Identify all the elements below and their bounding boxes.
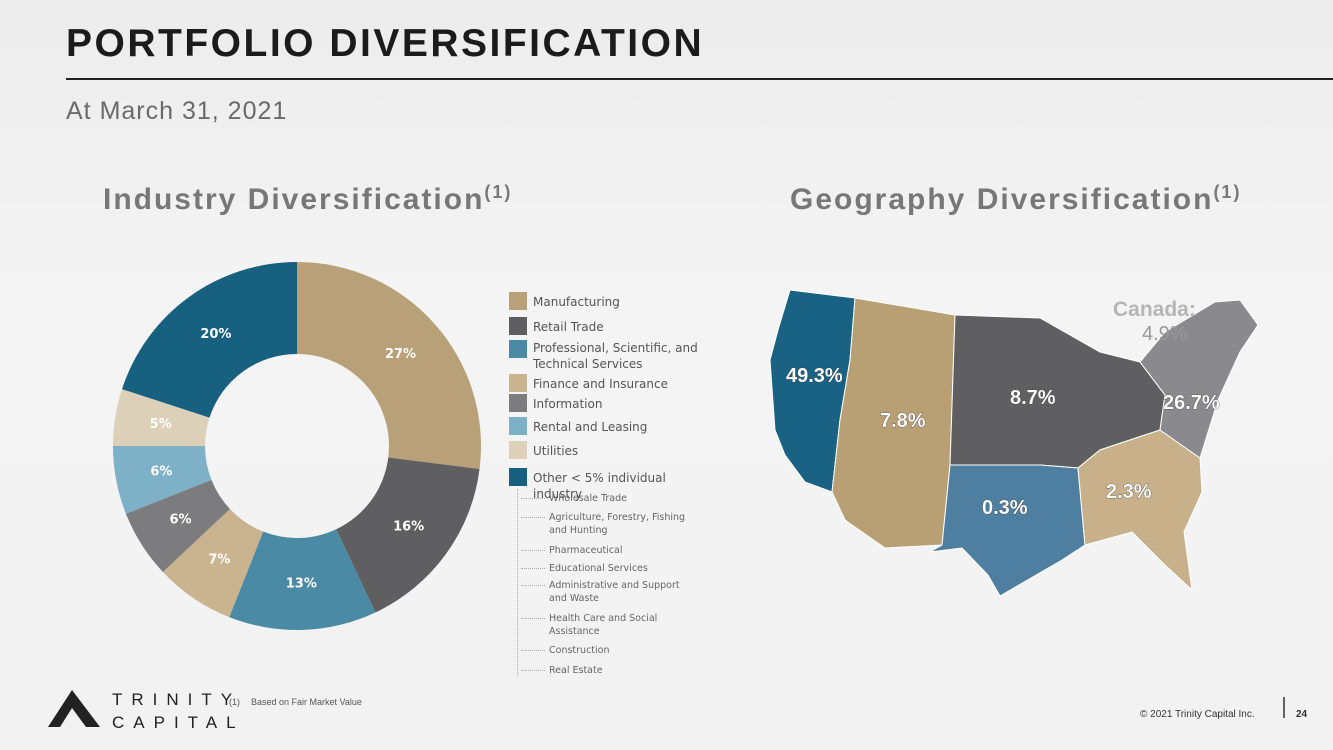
bracket-tick [521,670,545,671]
region-label: 0.3% [982,497,1028,519]
pie-slice [336,457,480,613]
note-marker: (1) [484,182,513,202]
map-region [929,464,1086,597]
bracket-line [517,489,518,675]
legend-swatch [509,417,527,435]
title: PORTFOLIO DIVERSIFICATION [66,22,705,65]
legend-swatch [509,317,527,335]
bracket-tick [521,585,545,586]
page-number: 24 [1296,709,1308,720]
logo-mark [60,708,86,727]
us-map: 49.3% 7.8% 8.7% 0.3% 2.3% 26.7% Canada: … [769,289,1259,597]
bracket-tick [521,517,545,518]
legend-swatch [509,340,527,358]
pie-slice [125,479,230,572]
value-label: 7% [208,553,230,568]
pie-slice [297,262,481,470]
region-label: 26.7% [1163,392,1220,414]
donut: 27% 16% 13% 7% 6% 6% 5% 20% [113,262,481,630]
legend-swatch [509,394,527,412]
region-label: 8.7% [1010,387,1056,409]
section-title: Geography Diversification(1) [790,182,1241,217]
value-label: 6% [150,464,172,479]
pie-slice [229,529,376,630]
value-label: 16% [393,520,424,535]
legend-swatch [509,292,527,310]
sub-industry: Agriculture, Forestry, Fishing and Hunti… [549,512,686,536]
section-title: Industry Diversification(1) [103,182,512,217]
bracket-tick [521,550,545,551]
sub-industry: Wholesale Trade [549,493,627,504]
value-label: 5% [150,417,172,432]
sub-industry: Health Care and Social Assistance [549,613,658,637]
logo-text: CAPITAL [112,713,245,732]
legend-swatch [509,468,527,486]
legend-label: Finance and Insurance [533,377,668,391]
legend-label: Manufacturing [533,295,620,309]
copyright: © 2021 Trinity Capital Inc. [1140,709,1255,720]
sub-industry: Administrative and Support and Waste [549,580,680,604]
value-label: 13% [286,576,317,591]
legend-swatch [509,441,527,459]
canada-label: Canada: [1113,298,1196,321]
footnote-marker: (1) [229,697,240,707]
legend-label: Retail Trade [533,320,604,334]
value-label: 27% [385,347,416,362]
footnote: Based on Fair Market Value [251,697,362,707]
bracket-tick [521,618,545,619]
logo-text: TRINITY [112,690,241,709]
section-title-text: Industry Diversification [103,183,485,216]
bracket-tick [521,568,545,569]
pie-slice [122,262,297,418]
region-label: 7.8% [880,410,926,432]
subtitle: At March 31, 2021 [66,97,288,125]
value-label: 20% [200,327,231,342]
bracket-tick [521,498,545,499]
canada-value: 4.9% [1142,323,1188,345]
legend-swatch [509,374,527,392]
legend-label: Professional, Scientific, and Technical … [533,341,698,371]
pie-slice [113,389,210,446]
title-rule [66,78,1333,80]
legend-label: Other < 5% individual industry [533,471,666,501]
pie-slice [113,446,212,514]
map-region [1139,299,1259,459]
legend-label: Information [533,397,603,411]
sub-industry: Real Estate [549,665,603,676]
bracket-tick [521,650,545,651]
pie-slice [162,508,264,618]
map-region [1077,429,1203,592]
logo-mark [48,690,100,727]
legend-label: Rental and Leasing [533,420,648,434]
sub-industry: Pharmaceutical [549,545,623,556]
sub-industry: Educational Services [549,563,648,574]
note-marker: (1) [1213,182,1242,202]
legend-label: Utilities [533,444,579,458]
region-label: 2.3% [1106,481,1152,503]
logo: TRINITY CAPITAL [48,690,245,732]
section-title-text: Geography Diversification [790,183,1214,216]
sub-industry: Construction [549,645,610,656]
value-label: 6% [169,512,191,527]
region-label: 49.3% [786,365,843,387]
